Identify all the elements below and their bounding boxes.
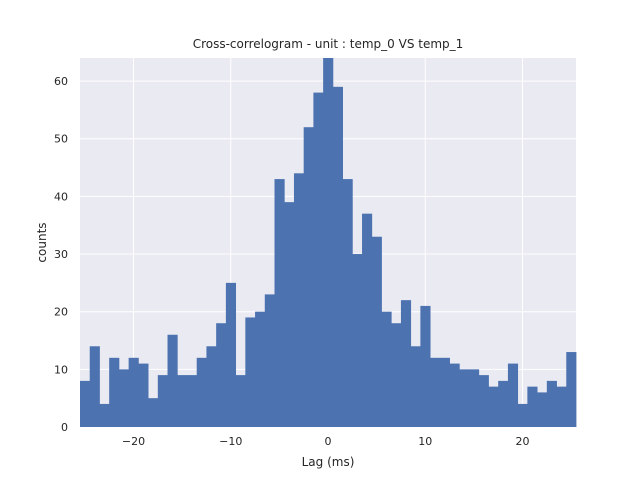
histogram-bar	[430, 357, 441, 427]
histogram-bar	[391, 323, 402, 427]
histogram-bar	[99, 403, 110, 427]
histogram-bar	[546, 380, 557, 428]
histogram-bar	[264, 294, 275, 427]
histogram-bar	[89, 346, 100, 427]
histogram-bar	[381, 311, 392, 427]
histogram-bar	[410, 346, 421, 427]
histogram-bar	[128, 357, 139, 427]
y-tick-label: 10	[54, 363, 68, 376]
x-tick-label: 20	[516, 435, 530, 448]
histogram-bar	[459, 369, 470, 427]
histogram-bar	[400, 300, 412, 427]
histogram-bar	[313, 92, 324, 427]
histogram-bar	[216, 323, 227, 427]
y-tick-label: 20	[54, 306, 68, 319]
histogram-bar	[80, 380, 91, 428]
histogram-bar	[177, 375, 188, 427]
histogram-bar	[235, 375, 246, 427]
histogram-bar	[274, 179, 285, 427]
histogram-bar	[449, 363, 460, 427]
histogram-bar	[439, 357, 450, 427]
histogram-bar	[352, 254, 363, 427]
y-axis-label: counts	[35, 222, 49, 262]
y-tick-label: 0	[61, 421, 68, 434]
histogram-bar	[517, 403, 528, 427]
x-tick-label: −20	[122, 435, 145, 448]
histogram-bar	[556, 386, 567, 427]
histogram-bar	[118, 369, 130, 427]
histogram-bar	[284, 202, 295, 427]
histogram-bar	[332, 86, 343, 427]
histogram-bar	[225, 282, 237, 427]
y-tick-label: 30	[54, 248, 68, 261]
tick-labels: −20 −10 0 10 20 0 10 20 30 40 50 60	[54, 75, 530, 448]
histogram-bar	[167, 334, 178, 427]
histogram-bar	[293, 173, 305, 427]
histogram-bar	[478, 375, 489, 427]
histogram-bar	[537, 392, 548, 427]
histogram-bar	[303, 127, 314, 427]
x-tick-label: 10	[418, 435, 432, 448]
histogram-bar	[255, 311, 266, 427]
x-tick-label: 0	[325, 435, 332, 448]
chart-title: Cross-correlogram - unit : temp_0 VS tem…	[193, 37, 464, 51]
histogram-bar	[469, 369, 480, 427]
histogram-bar	[196, 357, 207, 427]
histogram-bar	[109, 357, 120, 427]
histogram-bar	[206, 346, 217, 427]
histogram-bar	[323, 58, 334, 427]
histogram-bars	[80, 58, 577, 428]
histogram-bar	[498, 380, 509, 428]
histogram-bar	[566, 352, 577, 427]
y-tick-label: 50	[54, 133, 68, 146]
histogram-bar	[362, 213, 373, 427]
histogram-bar	[342, 179, 353, 427]
histogram-bar	[488, 386, 499, 427]
y-tick-label: 40	[54, 190, 68, 203]
x-axis-label: Lag (ms)	[302, 455, 355, 469]
histogram-bar	[157, 375, 168, 427]
histogram-bar	[186, 375, 198, 427]
histogram-bar	[507, 363, 519, 427]
y-tick-label: 60	[54, 75, 68, 88]
histogram-bar	[527, 386, 538, 427]
histogram-bar	[371, 236, 382, 427]
histogram-bar	[245, 317, 256, 427]
histogram-bar	[138, 363, 149, 427]
histogram-bar	[420, 305, 431, 427]
x-tick-label: −10	[219, 435, 242, 448]
histogram-bar	[148, 398, 159, 427]
